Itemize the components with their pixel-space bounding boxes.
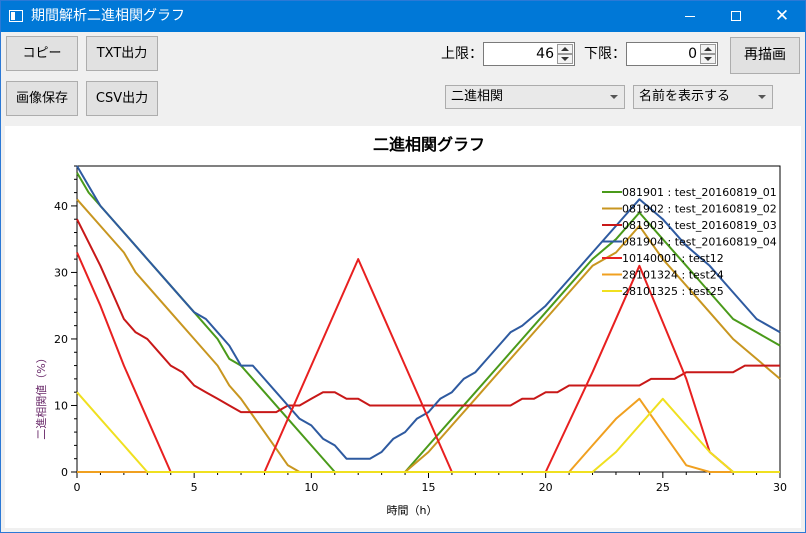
legend-label: 28101324 : test24 [622, 269, 724, 282]
x-tick-label: 15 [422, 481, 436, 494]
lower-limit-label: 下限： [584, 46, 626, 62]
chevron-down-icon [610, 95, 618, 99]
decrement-icon[interactable] [700, 54, 716, 64]
series-line-6 [77, 397, 780, 473]
y-tick-label: 0 [61, 466, 68, 479]
series-line-7 [76, 391, 780, 473]
upper-limit-arrows[interactable] [557, 44, 573, 64]
increment-icon[interactable] [700, 44, 716, 54]
csv-export-button[interactable]: CSV出力 [86, 81, 158, 116]
x-tick-label: 5 [191, 481, 198, 494]
lower-limit-value[interactable]: 0 [688, 46, 697, 62]
series-line-3 [76, 218, 780, 414]
name-display-select[interactable]: 名前を表示する [633, 85, 773, 109]
y-tick-label: 10 [54, 399, 68, 412]
redraw-button[interactable]: 再描画 [730, 37, 800, 74]
correlation-chart: 二進相関グラフ 時間（h） 二進相関値（%） 0 10 20 30 40 0 5 10 15 20… [35, 135, 787, 517]
x-tick-label: 30 [773, 481, 787, 494]
name-display-value: 名前を表示する [639, 89, 731, 104]
upper-limit-value[interactable]: 46 [536, 46, 554, 62]
chevron-down-icon [758, 95, 766, 99]
series-lines [76, 165, 781, 473]
chart-panel: 二進相関グラフ 時間（h） 二進相関値（%） 0 10 20 30 40 0 5 10 15 20… [5, 126, 801, 528]
chart-title: 二進相関グラフ [373, 135, 485, 154]
series-line-5 [76, 252, 780, 473]
save-image-button[interactable]: 画像保存 [6, 81, 78, 116]
legend-label: 10140001 : test12 [622, 252, 724, 265]
maximize-button[interactable] [713, 1, 759, 32]
y-tick-label: 40 [54, 200, 68, 213]
x-tick-label: 10 [304, 481, 318, 494]
txt-export-button[interactable]: TXT出力 [86, 36, 158, 71]
app-icon [9, 10, 23, 22]
legend-label: 081904 : test_20160819_04 [622, 236, 777, 249]
legend-label: 081902 : test_20160819_02 [622, 203, 777, 216]
y-tick-label: 30 [54, 266, 68, 279]
mode-select[interactable]: 二進相関 [445, 85, 625, 109]
close-button[interactable]: ✕ [774, 6, 790, 26]
decrement-icon[interactable] [557, 54, 573, 64]
minimize-button[interactable] [667, 1, 713, 32]
y-axis-label: 二進相関値（%） [35, 352, 48, 439]
upper-limit-spinner[interactable]: 46 [483, 42, 575, 66]
series-line-1 [76, 172, 781, 473]
y-tick-label: 20 [54, 333, 68, 346]
upper-limit-label: 上限： [441, 46, 483, 62]
legend-label: 081903 : test_20160819_03 [622, 219, 777, 232]
series-line-4 [76, 165, 781, 460]
x-tick-label: 20 [539, 481, 553, 494]
x-tick-label: 0 [74, 481, 81, 494]
legend-label: 081901 : test_20160819_01 [622, 186, 777, 199]
legend-label: 28101325 : test25 [622, 285, 724, 298]
window-title: 期間解析二進相関グラフ [31, 8, 185, 24]
copy-button[interactable]: コピー [6, 36, 78, 71]
increment-icon[interactable] [557, 44, 573, 54]
lower-limit-arrows[interactable] [700, 44, 716, 64]
x-axis-label: 時間（h） [387, 504, 438, 517]
minimize-icon [685, 16, 695, 17]
legend: 081901 : test_20160819_01 081902 : test_2… [602, 186, 777, 298]
title-bar[interactable]: 期間解析二進相関グラフ ✕ [1, 1, 805, 32]
x-tick-label: 25 [656, 481, 670, 494]
lower-limit-spinner[interactable]: 0 [626, 42, 718, 66]
mode-select-value: 二進相関 [451, 89, 504, 104]
maximize-icon [731, 11, 741, 21]
